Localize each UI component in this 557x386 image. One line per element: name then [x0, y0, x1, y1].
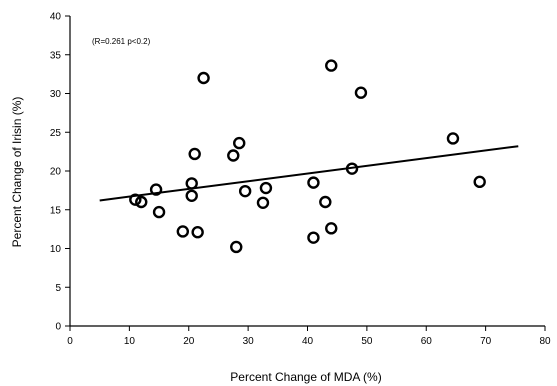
y-tick-label: 40: [50, 12, 62, 23]
x-tick-label: 10: [124, 336, 136, 347]
data-point: [446, 132, 460, 145]
data-point: [185, 189, 198, 203]
x-axis-title: Percent Change of MDA (%): [230, 370, 381, 384]
data-point: [176, 225, 190, 238]
data-point: [149, 183, 163, 196]
y-tick-label: 15: [50, 205, 62, 216]
data-points: [129, 59, 486, 254]
data-point: [307, 176, 320, 189]
data-point: [233, 136, 246, 150]
data-point: [185, 177, 198, 190]
data-point: [325, 59, 338, 72]
y-axis-title: Percent Change of Irisin (%): [10, 97, 24, 248]
data-point: [259, 181, 273, 195]
data-point: [197, 71, 210, 85]
x-ticks: 0 10 20 30 40 50 60 70 80: [67, 326, 551, 347]
data-point: [345, 162, 359, 175]
data-point: [319, 195, 332, 209]
correlation-annotation: (R=0.261 p<0.2): [92, 37, 151, 46]
data-point: [307, 231, 320, 244]
y-tick-label: 30: [50, 89, 62, 100]
y-tick-label: 5: [55, 283, 61, 294]
data-point: [256, 196, 270, 209]
data-point: [227, 149, 240, 162]
y-tick-label: 10: [50, 244, 62, 255]
data-point: [325, 222, 338, 235]
x-tick-label: 60: [421, 336, 433, 347]
data-point: [230, 240, 243, 254]
x-tick-label: 80: [539, 336, 551, 347]
data-point: [473, 175, 486, 189]
x-tick-label: 20: [183, 336, 195, 347]
data-point: [238, 184, 252, 198]
y-tick-label: 35: [50, 50, 62, 61]
y-tick-label: 20: [50, 167, 62, 178]
data-point: [135, 195, 148, 209]
data-point: [354, 86, 368, 99]
y-tick-label: 25: [50, 128, 62, 139]
x-tick-label: 40: [302, 336, 314, 347]
data-point: [191, 226, 204, 239]
data-point: [188, 147, 201, 161]
x-tick-label: 30: [243, 336, 255, 347]
y-tick-label: 0: [55, 322, 61, 333]
data-point: [152, 205, 166, 219]
trend-line: [99, 145, 519, 202]
x-tick-label: 70: [480, 336, 492, 347]
y-ticks: 0 5 10 15 20 25 30 35 40: [50, 12, 70, 333]
data-point: [129, 193, 142, 206]
x-tick-label: 50: [361, 336, 373, 347]
x-tick-label: 0: [67, 336, 73, 347]
